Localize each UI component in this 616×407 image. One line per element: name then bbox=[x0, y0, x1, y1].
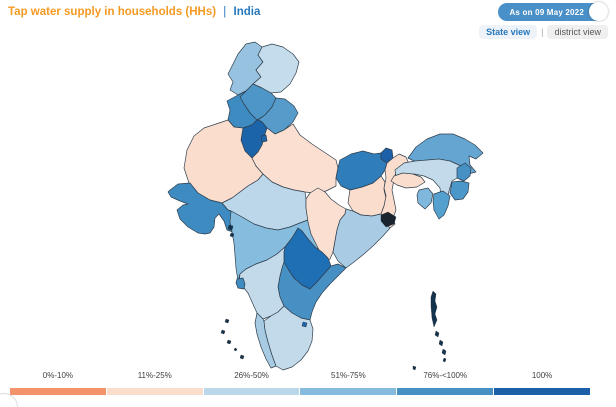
legend-label: 51%-75% bbox=[331, 371, 366, 380]
state-assam[interactable] bbox=[394, 158, 469, 202]
state-ladakh[interactable] bbox=[252, 43, 300, 94]
region-label: India bbox=[233, 6, 261, 18]
state-view-tab[interactable]: State view bbox=[479, 25, 538, 39]
legend-item: 26%-50% bbox=[203, 369, 300, 395]
legend: 0%-10% 11%-25% 26%-50% 51%-75% 76%-<100%… bbox=[10, 369, 590, 395]
legend-swatch bbox=[106, 388, 203, 395]
legend-label: 0%-10% bbox=[42, 371, 74, 380]
legend-item: 76%-<100% bbox=[397, 369, 494, 395]
toggle-knob[interactable] bbox=[589, 2, 608, 21]
state-andaman-nicobar[interactable] bbox=[412, 290, 447, 371]
state-goa[interactable] bbox=[235, 277, 246, 290]
legend-item: 0%-10% bbox=[10, 369, 106, 395]
legend-item: 51%-75% bbox=[300, 369, 397, 395]
state-karnataka[interactable] bbox=[238, 246, 286, 320]
page-title: Tap water supply in households (HHs) | I… bbox=[8, 6, 260, 18]
district-view-tab[interactable]: district view bbox=[547, 25, 608, 39]
legend-label: 11%-25% bbox=[137, 371, 172, 380]
state-tripura[interactable] bbox=[416, 187, 434, 210]
state-mizoram[interactable] bbox=[432, 190, 451, 220]
legend-swatch bbox=[10, 388, 106, 395]
legend-label: 26%-50% bbox=[234, 371, 269, 380]
state-meghalaya[interactable] bbox=[390, 172, 426, 189]
legend-item: 11%-25% bbox=[106, 369, 203, 395]
state-tamil-nadu[interactable] bbox=[263, 305, 314, 371]
sundarbans-marker bbox=[380, 211, 397, 228]
legend-swatch bbox=[494, 388, 590, 395]
view-switch-divider: | bbox=[541, 27, 544, 37]
state-gujarat[interactable] bbox=[167, 182, 234, 235]
as-on-date-label: As on 09 May 2022 bbox=[509, 7, 584, 17]
as-on-date-toggle[interactable]: As on 09 May 2022 bbox=[498, 2, 608, 21]
state-lakshadweep[interactable] bbox=[220, 318, 245, 360]
state-bihar[interactable] bbox=[335, 150, 388, 191]
state-odisha[interactable] bbox=[332, 208, 391, 269]
page-title-text: Tap water supply in households (HHs) bbox=[8, 6, 217, 18]
state-nagaland[interactable] bbox=[456, 162, 472, 182]
legend-label: 76%-<100% bbox=[423, 371, 468, 380]
state-dnh-daman-diu[interactable] bbox=[227, 224, 235, 238]
legend-swatch bbox=[397, 388, 494, 395]
state-uttar-pradesh[interactable] bbox=[251, 123, 339, 194]
state-puducherry[interactable] bbox=[301, 321, 308, 328]
legend-swatch bbox=[203, 388, 300, 395]
legend-item: 100% bbox=[494, 369, 590, 395]
state-manipur[interactable] bbox=[449, 180, 470, 201]
state-delhi[interactable] bbox=[260, 134, 268, 143]
legend-swatch bbox=[300, 388, 397, 395]
title-separator: | bbox=[223, 6, 227, 18]
view-switch: State view | district view bbox=[479, 25, 608, 39]
legend-label: 100% bbox=[531, 371, 553, 380]
